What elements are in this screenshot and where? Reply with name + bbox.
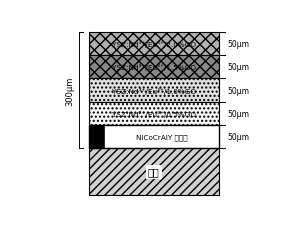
Bar [89,79,219,102]
Bar [89,125,219,149]
Text: 300μm: 300μm [65,76,74,105]
Text: YSZ:Nd³⁺/Eu³⁺/0.5%GO: YSZ:Nd³⁺/Eu³⁺/0.5%GO [112,110,196,117]
Bar [89,149,219,195]
Bar [89,102,219,125]
Text: NiCoCrAlY 粘结层: NiCoCrAlY 粘结层 [136,134,188,140]
Bar [89,125,104,149]
Text: 基体: 基体 [148,167,160,177]
Bar [104,125,219,149]
Text: YSZ:Nd³⁺/Eu³⁺/1.0%GO: YSZ:Nd³⁺/Eu³⁺/1.0%GO [112,87,196,94]
Text: YSZ:Nd³⁺/Eu³⁺/1.5%GO: YSZ:Nd³⁺/Eu³⁺/1.5%GO [112,64,196,71]
Bar [89,33,219,56]
Text: 50μm: 50μm [227,40,249,49]
Text: 50μm: 50μm [227,133,249,142]
Text: 50μm: 50μm [227,86,249,95]
Text: 50μm: 50μm [227,109,249,118]
Text: 50μm: 50μm [227,63,249,72]
Bar [89,56,219,79]
Text: YSZ:Nd³⁺/Eu³⁺/2.0%GO: YSZ:Nd³⁺/Eu³⁺/2.0%GO [112,41,196,48]
